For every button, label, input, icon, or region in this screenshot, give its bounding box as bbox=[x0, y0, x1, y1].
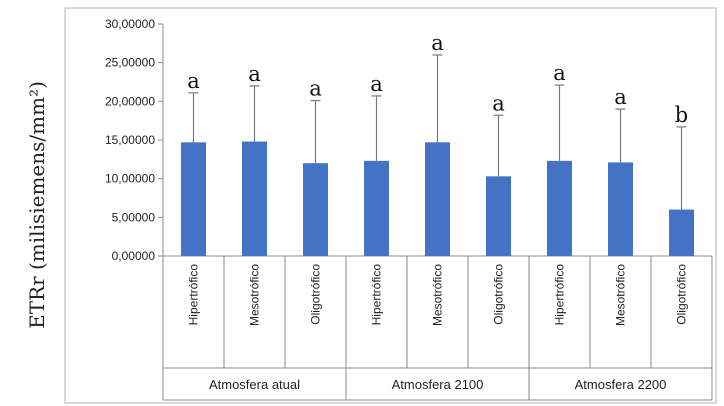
significance-letters: a a a a a a a a b bbox=[187, 31, 688, 127]
significance-letter: a bbox=[309, 77, 322, 101]
bar bbox=[303, 163, 328, 256]
bar bbox=[486, 176, 511, 256]
y-axis-label: ETRr (milisiemens/mm²) bbox=[25, 81, 49, 329]
bars bbox=[181, 141, 694, 256]
bar bbox=[669, 209, 694, 256]
y-tick-label: 10,00000 bbox=[105, 172, 155, 186]
significance-letter: a bbox=[187, 69, 200, 93]
x-category-label: Oligotrófico bbox=[309, 264, 323, 325]
y-tick-label: 25,00000 bbox=[105, 56, 155, 70]
bar bbox=[547, 160, 572, 256]
error-bars bbox=[188, 54, 687, 210]
y-tick-label: 30,00000 bbox=[105, 17, 155, 31]
x-category-labels: Hipertrófico Mesotrófico Oligotrófico Hiper… bbox=[187, 264, 689, 326]
bar bbox=[364, 160, 389, 256]
chart-frame bbox=[64, 7, 717, 404]
x-category-label: Mesotrófico bbox=[431, 264, 445, 326]
x-category-label: Hipertrófico bbox=[370, 264, 384, 326]
x-category-label: Oligotrófico bbox=[675, 264, 689, 325]
x-group-labels: Atmosfera atual Atmosfera 2100 Atmosfera 2… bbox=[209, 377, 666, 392]
significance-letter: a bbox=[614, 85, 627, 109]
x-category-label: Hipertrófico bbox=[187, 264, 201, 326]
significance-letter: a bbox=[492, 91, 505, 115]
bar bbox=[242, 141, 267, 256]
bar bbox=[181, 142, 206, 256]
significance-letter: a bbox=[431, 31, 444, 55]
y-tick-label: 15,00000 bbox=[105, 133, 155, 147]
significance-letter: a bbox=[553, 61, 566, 85]
x-category-label: Mesotrófico bbox=[614, 264, 628, 326]
bar bbox=[425, 142, 450, 256]
significance-letter: a bbox=[248, 62, 261, 86]
significance-letter: b bbox=[675, 103, 688, 127]
x-group-label: Atmosfera atual bbox=[209, 377, 300, 392]
x-group-label: Atmosfera 2200 bbox=[575, 377, 667, 392]
y-tick-label: 5,00000 bbox=[112, 210, 156, 224]
y-tick-label: 0,00000 bbox=[112, 249, 156, 263]
x-category-label: Hipertrófico bbox=[553, 264, 567, 326]
x-category-label: Oligotrófico bbox=[492, 264, 506, 325]
y-tick-label: 20,00000 bbox=[105, 94, 155, 108]
bar bbox=[608, 162, 633, 256]
x-group-label: Atmosfera 2100 bbox=[392, 377, 484, 392]
significance-letter: a bbox=[370, 72, 383, 96]
x-category-label: Mesotrófico bbox=[248, 264, 262, 326]
